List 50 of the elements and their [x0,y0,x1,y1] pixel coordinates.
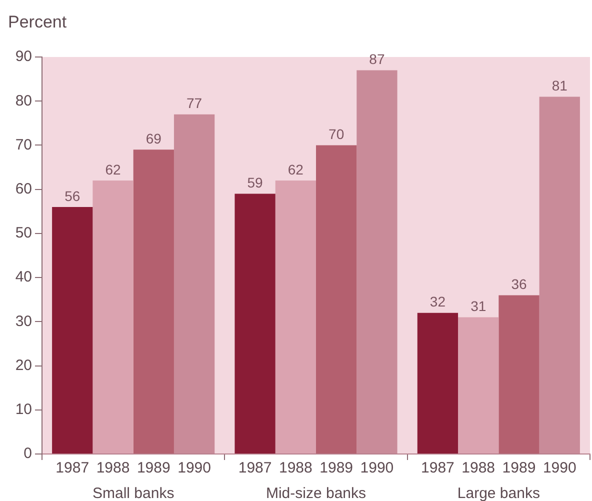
text: 1990 [542,460,576,477]
text: 1987 [238,460,272,477]
y-tick-label: 90 [15,48,32,66]
y-tick-label: 20 [15,356,32,374]
data-label: 62 [288,161,304,178]
bar [417,312,458,454]
bar [539,96,580,454]
y-tick-label: 50 [15,224,32,242]
data-label: 31 [470,298,486,314]
bar [92,180,134,454]
text: 1989 [502,460,536,477]
bar [275,180,316,454]
bar [316,145,357,454]
bar [498,295,540,454]
data-label: 32 [430,294,446,310]
series-label: 1987 [56,460,90,477]
series-label: 1989 [136,460,170,477]
data-label: 36 [511,276,527,292]
y-tick-label: 40 [15,268,32,286]
data-label: 69 [146,130,162,146]
data-label: 62 [105,161,122,178]
text: 1988 [462,460,496,477]
x-tick-label: Large banks [457,485,540,501]
y-tick-label: 70 [15,136,32,154]
data-label: 77 [186,95,202,112]
series-label: 1988 [96,460,130,477]
data-label: 87 [369,51,385,68]
y-tick-label: 60 [15,180,32,198]
y-tick-label: 0 [24,445,32,462]
data-label: 81 [552,78,568,94]
data-label: 70 [328,126,344,142]
text: 1989 [320,460,354,477]
bar [52,206,93,454]
bar [174,114,215,454]
x-tick-label: Small banks [92,485,174,501]
text: 1987 [421,460,454,477]
x-tick-label: Mid-size banks [266,485,366,501]
bar [356,70,398,454]
data-label: 56 [64,188,80,204]
y-axis-title: Percent [8,12,67,32]
text: 1988 [278,460,312,477]
y-tick-label: 80 [15,92,32,110]
bar [458,317,499,454]
bar [133,150,174,454]
series-label: 1990 [178,460,211,477]
y-tick-label: 10 [15,401,32,418]
text: 1990 [360,460,394,477]
data-label: 59 [247,174,264,191]
bar [234,194,276,454]
y-tick-label: 30 [15,312,32,330]
